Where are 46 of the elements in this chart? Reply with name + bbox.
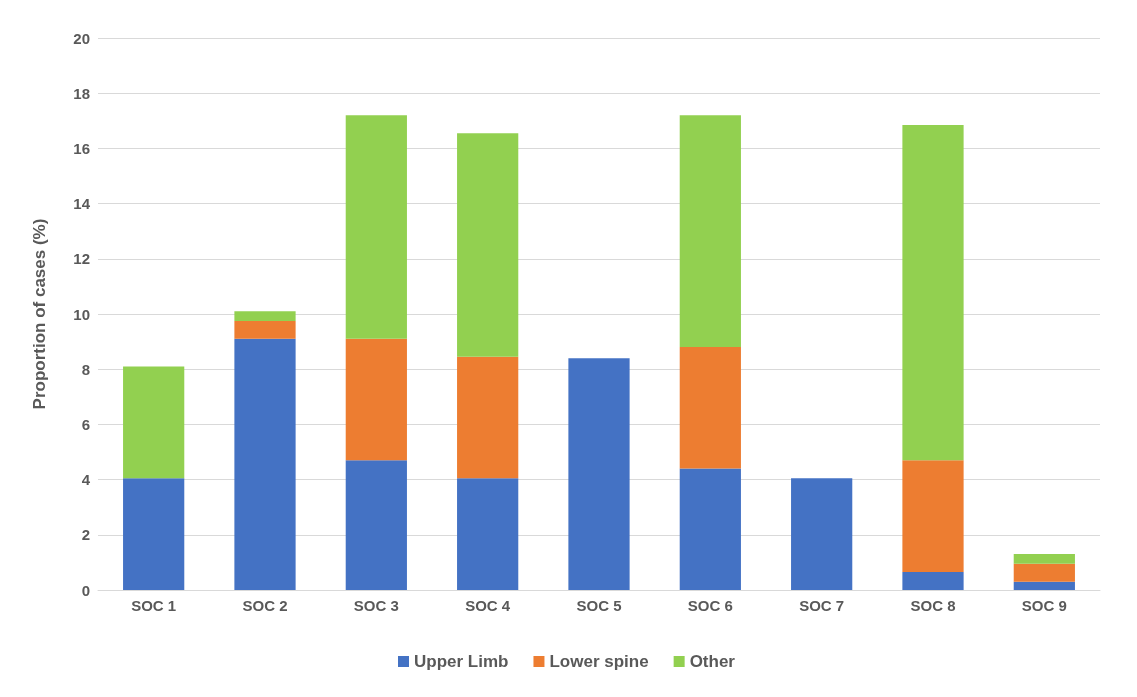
- y-tick-label: 12: [73, 250, 90, 268]
- y-tick-label: 10: [73, 305, 90, 323]
- bar: [123, 478, 185, 590]
- bar: [679, 115, 741, 348]
- bar: [234, 320, 296, 339]
- bar: [345, 338, 407, 461]
- legend-label: Lower spine: [549, 652, 649, 671]
- bar: [457, 356, 519, 479]
- y-tick-label: 2: [81, 526, 90, 544]
- y-tick-label: 18: [73, 84, 90, 102]
- bar: [345, 115, 407, 339]
- x-tick-label: SOC 2: [242, 597, 288, 614]
- x-tick-label: SOC 8: [910, 597, 956, 614]
- bar: [679, 347, 741, 469]
- bar: [457, 478, 519, 590]
- bar: [902, 572, 964, 590]
- x-tick-label: SOC 4: [465, 597, 511, 614]
- bar: [902, 124, 964, 461]
- y-tick-label: 8: [81, 360, 90, 378]
- y-tick-label: 6: [81, 415, 90, 433]
- y-tick-label: 0: [81, 581, 90, 599]
- x-tick-label: SOC 1: [131, 597, 177, 614]
- bar: [234, 311, 296, 321]
- bar: [457, 133, 519, 357]
- bar: [679, 468, 741, 590]
- y-tick-label: 14: [73, 195, 91, 213]
- legend-label: Upper Limb: [414, 652, 509, 671]
- y-tick-label: 16: [73, 139, 90, 157]
- bar: [1013, 554, 1075, 564]
- bar: [1013, 563, 1075, 582]
- bar: [123, 366, 185, 479]
- x-tick-label: SOC 9: [1021, 597, 1067, 614]
- legend-label: Other: [689, 652, 736, 671]
- x-tick-label: SOC 5: [576, 597, 622, 614]
- x-tick-label: SOC 6: [687, 597, 733, 614]
- bar: [345, 460, 407, 590]
- bar: [568, 358, 630, 590]
- bar: [1013, 581, 1075, 590]
- x-tick-label: SOC 7: [799, 597, 845, 614]
- bar: [791, 478, 853, 590]
- x-tick-label: SOC 3: [353, 597, 399, 614]
- y-tick-label: 4: [81, 471, 91, 489]
- bar: [902, 460, 964, 573]
- y-axis-title: Proportion of cases (%): [30, 218, 49, 410]
- bar: [234, 338, 296, 590]
- y-tick-label: 20: [73, 29, 90, 47]
